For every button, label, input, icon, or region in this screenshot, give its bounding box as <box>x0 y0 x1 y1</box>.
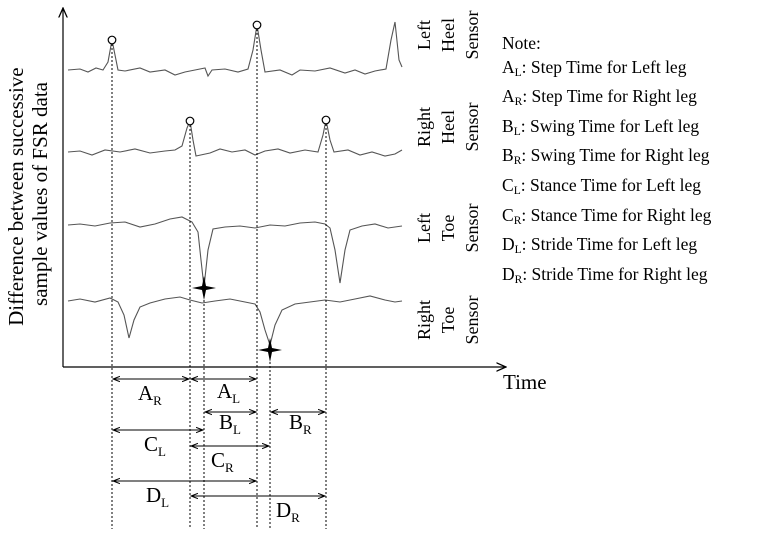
peak-marker <box>252 20 262 30</box>
sensor-word3: Sensor <box>462 295 482 344</box>
toe-off-markers <box>192 276 282 362</box>
x-axis-label: Time <box>503 370 547 394</box>
note-item: DR: Stride Time for Right leg <box>502 263 708 286</box>
sensor-word1: Left <box>414 213 434 243</box>
interval-labels: AR AL BL BR CL CR DL DR <box>138 379 312 525</box>
note-item: AR: Step Time for Right leg <box>502 86 697 109</box>
heel-strike-markers <box>107 20 331 126</box>
trace-left-heel <box>67 21 403 78</box>
trace-right-heel <box>67 119 403 157</box>
sensor-word1: Left <box>414 20 434 50</box>
notes-legend: Note: AL: Step Time for Left leg AR: Ste… <box>502 32 711 292</box>
sensor-word3: Sensor <box>462 10 482 59</box>
sensor-word2: Toe <box>438 215 458 242</box>
note-item: DL: Stride Time for Left leg <box>502 234 698 257</box>
sensor-word2: Heel <box>438 18 458 52</box>
sensor-word2: Toe <box>438 307 458 334</box>
interval-label-a-r: AR <box>138 381 162 408</box>
interval-label-d-l: DL <box>146 483 169 510</box>
sensor-word1: Right <box>414 300 434 340</box>
note-item: BR: Swing Time for Right leg <box>502 145 710 168</box>
interval-label-b-l: BL <box>219 410 241 437</box>
interval-label-d-r: DR <box>276 498 300 525</box>
peak-marker <box>185 116 195 126</box>
interval-label-b-r: BR <box>289 410 312 437</box>
note-item: CR: Stance Time for Right leg <box>502 204 712 227</box>
sensor-label-right-toe: Right Toe Sensor <box>414 295 482 344</box>
sensor-word1: Right <box>414 107 434 147</box>
interval-arrows <box>113 379 325 496</box>
sensor-word3: Sensor <box>462 203 482 252</box>
y-axis-label: Difference between successive sample val… <box>4 62 52 326</box>
trace-right-toe <box>67 295 403 347</box>
signal-traces <box>67 21 403 347</box>
note-item: AL: Step Time for Left leg <box>502 56 687 79</box>
interval-label-c-r: CR <box>211 448 234 475</box>
sensor-labels: Left Heel Sensor Right Heel Sensor Left … <box>414 10 482 344</box>
interval-label-c-l: CL <box>144 432 166 459</box>
interval-label-a-l: AL <box>217 379 240 406</box>
sensor-word3: Sensor <box>462 102 482 151</box>
y-axis-label-line2: sample values of FSR data <box>28 81 52 306</box>
y-axis-label-line1: Difference between successive <box>4 67 28 325</box>
trace-left-toe <box>67 216 403 288</box>
peak-marker <box>107 35 117 45</box>
sensor-label-left-toe: Left Toe Sensor <box>414 203 482 252</box>
sensor-label-left-heel: Left Heel Sensor <box>414 10 482 59</box>
peak-marker <box>321 115 331 125</box>
notes-title: Note: <box>502 33 541 53</box>
sensor-word2: Heel <box>438 110 458 144</box>
note-item: CL: Stance Time for Left leg <box>502 174 702 197</box>
sensor-label-right-heel: Right Heel Sensor <box>414 102 482 151</box>
note-item: BL: Swing Time for Left leg <box>502 115 700 138</box>
